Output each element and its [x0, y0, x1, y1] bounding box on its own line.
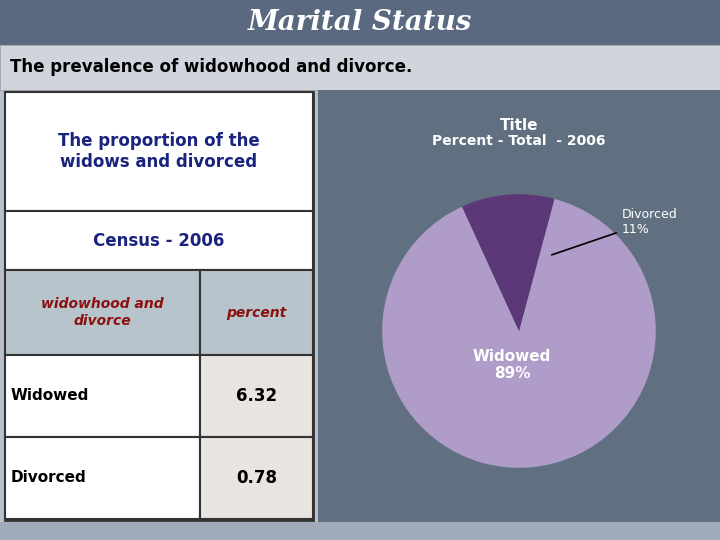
FancyBboxPatch shape: [200, 355, 313, 437]
Text: Divorced
11%: Divorced 11%: [552, 207, 678, 255]
Text: Widowed
89%: Widowed 89%: [473, 349, 552, 381]
Text: Divorced: Divorced: [11, 470, 86, 485]
Text: 6.32: 6.32: [236, 387, 277, 405]
FancyBboxPatch shape: [0, 45, 720, 90]
FancyBboxPatch shape: [5, 355, 200, 437]
FancyBboxPatch shape: [5, 92, 313, 211]
FancyBboxPatch shape: [5, 437, 200, 519]
FancyBboxPatch shape: [5, 270, 200, 355]
Text: percent: percent: [226, 306, 287, 320]
Text: widowhood and
divorce: widowhood and divorce: [41, 298, 164, 328]
FancyBboxPatch shape: [318, 90, 720, 522]
Text: Percent - Total  - 2006: Percent - Total - 2006: [432, 134, 606, 148]
Text: The prevalence of widowhood and divorce.: The prevalence of widowhood and divorce.: [10, 58, 413, 77]
FancyBboxPatch shape: [5, 92, 313, 520]
FancyBboxPatch shape: [200, 270, 313, 355]
Text: Census - 2006: Census - 2006: [94, 232, 225, 249]
Text: The proportion of the
widows and divorced: The proportion of the widows and divorce…: [58, 132, 260, 171]
Text: 0.78: 0.78: [236, 469, 277, 487]
Text: Marital Status: Marital Status: [248, 9, 472, 36]
Text: Title: Title: [500, 118, 539, 133]
Wedge shape: [382, 199, 656, 468]
Wedge shape: [462, 194, 554, 331]
FancyBboxPatch shape: [0, 0, 720, 45]
FancyBboxPatch shape: [5, 211, 313, 270]
FancyBboxPatch shape: [0, 522, 720, 540]
Text: Widowed: Widowed: [11, 388, 89, 403]
FancyBboxPatch shape: [200, 437, 313, 519]
